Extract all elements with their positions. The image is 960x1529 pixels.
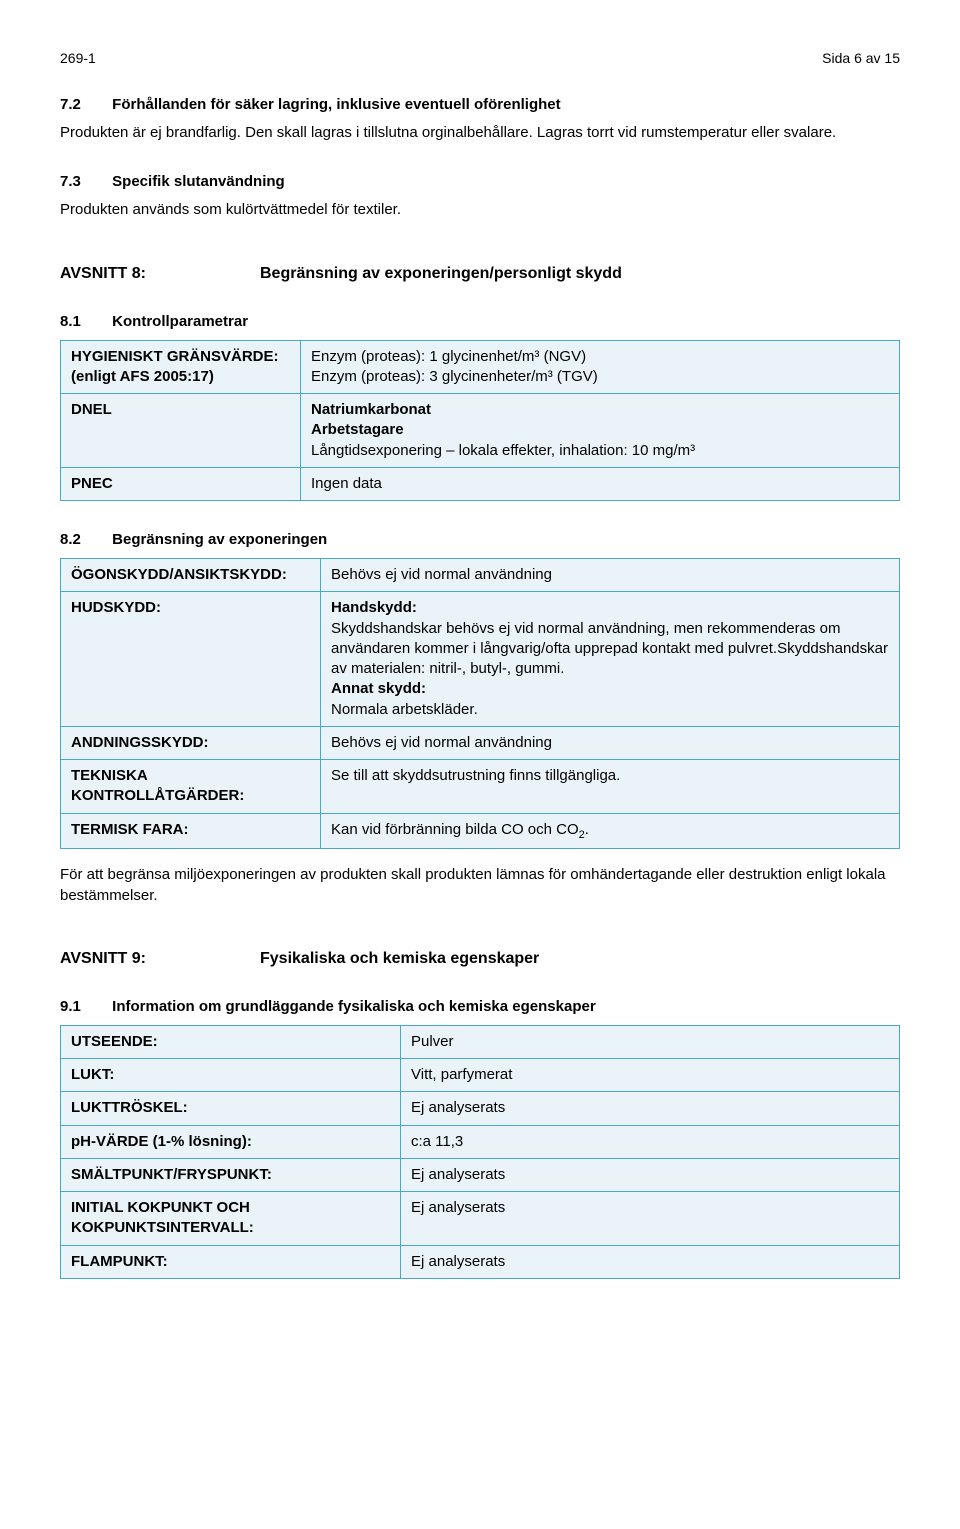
section-num: 9.1: [60, 998, 108, 1015]
doc-id: 269-1: [60, 50, 96, 66]
table-key: HUDSKYDD:: [61, 592, 321, 727]
table-row: FLAMPUNKT:Ej analyserats: [61, 1245, 900, 1278]
section-title: Begränsning av exponeringen: [112, 531, 327, 548]
table-key: HYGIENISKT GRÄNSVÄRDE:(enligt AFS 2005:1…: [61, 340, 301, 394]
table-value: Enzym (proteas): 1 glycinenhet/m³ (NGV)E…: [301, 340, 900, 394]
table-row: HYGIENISKT GRÄNSVÄRDE:(enligt AFS 2005:1…: [61, 340, 900, 394]
table-key: SMÄLTPUNKT/FRYSPUNKT:: [61, 1158, 401, 1191]
section-title: Kontrollparametrar: [112, 313, 248, 330]
table-key: TEKNISKA KONTROLLÅTGÄRDER:: [61, 760, 321, 814]
section-9-1-heading: 9.1 Information om grundläggande fysikal…: [60, 998, 900, 1015]
section-7-3-heading: 7.3 Specifik slutanvändning: [60, 173, 900, 190]
avsnitt-8-row: AVSNITT 8: Begränsning av exponeringen/p…: [60, 265, 900, 283]
table-value: Handskydd:Skyddshandskar behövs ej vid n…: [321, 592, 900, 727]
section-num: 8.2: [60, 531, 108, 548]
table-key: LUKTTRÖSKEL:: [61, 1092, 401, 1125]
table-8-1: HYGIENISKT GRÄNSVÄRDE:(enligt AFS 2005:1…: [60, 340, 900, 502]
table-row: SMÄLTPUNKT/FRYSPUNKT:Ej analyserats: [61, 1158, 900, 1191]
section-8-2-tail: För att begränsa miljöexponeringen av pr…: [60, 865, 900, 906]
table-row: LUKT:Vitt, parfymerat: [61, 1059, 900, 1092]
table-key: INITIAL KOKPUNKT OCH KOKPUNKTSINTERVALL:: [61, 1192, 401, 1246]
section-8-2-heading: 8.2 Begränsning av exponeringen: [60, 531, 900, 548]
table-8-2: ÖGONSKYDD/ANSIKTSKYDD:Behövs ej vid norm…: [60, 558, 900, 849]
table-row: UTSEENDE:Pulver: [61, 1025, 900, 1058]
table-key: pH-VÄRDE (1-% lösning):: [61, 1125, 401, 1158]
table-value: Vitt, parfymerat: [401, 1059, 900, 1092]
table-row: pH-VÄRDE (1-% lösning):c:a 11,3: [61, 1125, 900, 1158]
table-value: NatriumkarbonatArbetstagareLångtidsexpon…: [301, 394, 900, 468]
table-value: Ej analyserats: [401, 1092, 900, 1125]
table-row: HUDSKYDD:Handskydd:Skyddshandskar behövs…: [61, 592, 900, 727]
table-9-1: UTSEENDE:PulverLUKT:Vitt, parfymeratLUKT…: [60, 1025, 900, 1279]
table-key: ÖGONSKYDD/ANSIKTSKYDD:: [61, 559, 321, 592]
table-row: INITIAL KOKPUNKT OCH KOKPUNKTSINTERVALL:…: [61, 1192, 900, 1246]
table-key: DNEL: [61, 394, 301, 468]
table-key: TERMISK FARA:: [61, 813, 321, 849]
table-key: UTSEENDE:: [61, 1025, 401, 1058]
table-row: PNECIngen data: [61, 467, 900, 500]
section-title: Förhållanden för säker lagring, inklusiv…: [112, 96, 560, 113]
table-value: Ej analyserats: [401, 1158, 900, 1191]
section-num: 7.3: [60, 173, 108, 190]
table-value: Pulver: [401, 1025, 900, 1058]
table-value: Behövs ej vid normal användning: [321, 726, 900, 759]
section-title: Specifik slutanvändning: [112, 173, 285, 190]
table-row: TERMISK FARA:Kan vid förbränning bilda C…: [61, 813, 900, 849]
table-key: ANDNINGSSKYDD:: [61, 726, 321, 759]
table-value: Kan vid förbränning bilda CO och CO2.: [321, 813, 900, 849]
section-7-2-heading: 7.2 Förhållanden för säker lagring, inkl…: [60, 96, 900, 113]
avsnitt-label: AVSNITT 9:: [60, 950, 260, 968]
table-value: Ej analyserats: [401, 1245, 900, 1278]
table-row: ANDNINGSSKYDD:Behövs ej vid normal använ…: [61, 726, 900, 759]
avsnitt-9-row: AVSNITT 9: Fysikaliska och kemiska egens…: [60, 950, 900, 968]
page-number: Sida 6 av 15: [822, 50, 900, 66]
section-num: 8.1: [60, 313, 108, 330]
table-key: FLAMPUNKT:: [61, 1245, 401, 1278]
table-value: Ingen data: [301, 467, 900, 500]
section-7-3-body: Produkten används som kulörtvättmedel fö…: [60, 200, 900, 220]
table-value: c:a 11,3: [401, 1125, 900, 1158]
table-row: LUKTTRÖSKEL:Ej analyserats: [61, 1092, 900, 1125]
table-key: PNEC: [61, 467, 301, 500]
section-num: 7.2: [60, 96, 108, 113]
section-8-1-heading: 8.1 Kontrollparametrar: [60, 313, 900, 330]
page-header: 269-1 Sida 6 av 15: [60, 50, 900, 66]
table-row: TEKNISKA KONTROLLÅTGÄRDER:Se till att sk…: [61, 760, 900, 814]
table-value: Ej analyserats: [401, 1192, 900, 1246]
table-key: LUKT:: [61, 1059, 401, 1092]
avsnitt-title: Fysikaliska och kemiska egenskaper: [260, 950, 539, 968]
avsnitt-label: AVSNITT 8:: [60, 265, 260, 283]
avsnitt-title: Begränsning av exponeringen/personligt s…: [260, 265, 622, 283]
table-value: Se till att skyddsutrustning finns tillg…: [321, 760, 900, 814]
section-title: Information om grundläggande fysikaliska…: [112, 998, 596, 1015]
table-row: ÖGONSKYDD/ANSIKTSKYDD:Behövs ej vid norm…: [61, 559, 900, 592]
table-value: Behövs ej vid normal användning: [321, 559, 900, 592]
table-row: DNELNatriumkarbonatArbetstagareLångtidse…: [61, 394, 900, 468]
section-7-2-body: Produkten är ej brandfarlig. Den skall l…: [60, 123, 900, 143]
